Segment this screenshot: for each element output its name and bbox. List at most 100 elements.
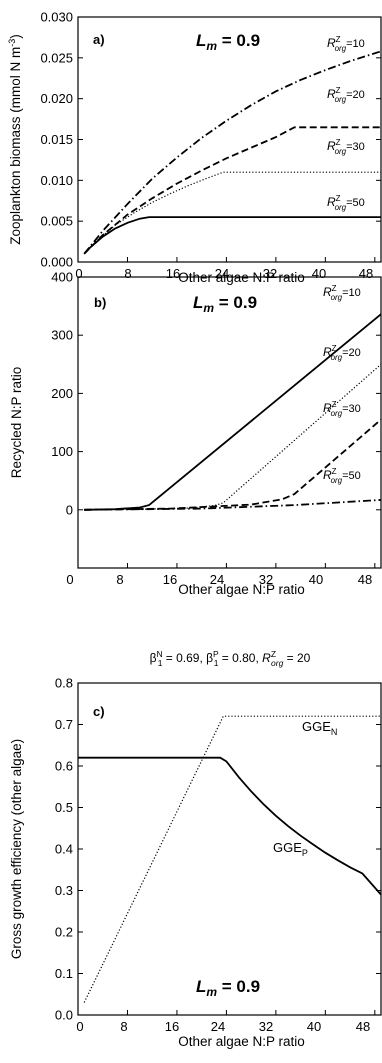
text-part: Z — [271, 649, 276, 659]
text-part: =10 — [346, 38, 365, 50]
x-tick-label: 8 — [124, 266, 131, 281]
text-part: Z — [332, 400, 337, 409]
x-tick-label: 0 — [75, 266, 82, 281]
series-label: RZ org=50 — [323, 467, 361, 485]
y-tick-label: 100 — [51, 444, 73, 459]
text-part: N — [157, 649, 163, 659]
text-part: org — [335, 203, 347, 212]
text-part: β — [206, 651, 213, 665]
y-tick-label: 0.000 — [40, 255, 73, 270]
chart-panel-2: 0 100 200 300 400 0 8 16 24 32 40 48 Other algae N:P… — [9, 270, 382, 597]
series-line-3 — [84, 418, 382, 511]
y-axis-title: Recycled N:P ratio — [9, 367, 24, 479]
text-part: P — [213, 649, 219, 659]
text-part: P — [302, 848, 308, 858]
series-label: RZ org=20 — [323, 344, 361, 362]
text-part: L — [193, 293, 203, 312]
series-label: GGEP — [273, 840, 308, 858]
text-part: =10 — [342, 287, 361, 299]
series-label: RZ org=20 — [327, 86, 365, 104]
y-tick-label: 0.3 — [55, 883, 73, 898]
text-part: =20 — [346, 89, 365, 101]
series-line-2 — [83, 171, 381, 255]
x-tick-label: 32 — [259, 1019, 273, 1034]
text-part: org — [335, 44, 347, 53]
text-part: = 0.80, — [218, 651, 262, 665]
x-tick-label: 8 — [116, 572, 123, 587]
y-tick-label: 0 — [66, 502, 73, 517]
text-part: L — [196, 31, 206, 50]
text-part: =20 — [342, 347, 361, 359]
y-tick-label: 0.030 — [40, 10, 73, 25]
text-part: Z — [332, 467, 337, 476]
lm-annotation: Lm = 0.9 — [196, 31, 260, 53]
y-tick-label: 0.6 — [55, 759, 73, 774]
text-part: R — [327, 139, 336, 153]
series-line-1 — [78, 756, 382, 896]
y-tick-label: 0.2 — [55, 925, 73, 940]
x-axis-title: Other algae N:P ratio — [178, 582, 305, 597]
x-axis-title: Other algae N:P ratio — [178, 1034, 305, 1049]
y-tick-label: 0.010 — [40, 173, 73, 188]
text-part: =30 — [342, 403, 361, 415]
y-tick-label: 0.8 — [55, 676, 73, 691]
text-part: = 0.9 — [217, 977, 260, 996]
text-part: -3 — [7, 39, 17, 47]
text-part: m — [206, 985, 217, 999]
text-part: Zooplankton biomass (mmol N m — [8, 47, 23, 245]
y-tick-label: 0.5 — [55, 800, 73, 815]
text-part: β — [150, 651, 157, 665]
text-part: R — [323, 285, 332, 299]
series-label: RZ org=10 — [327, 35, 365, 53]
y-axis-title: Zooplankton biomass (mmol N m-3) — [7, 34, 23, 245]
text-part: org — [331, 476, 343, 485]
text-part: org — [271, 658, 284, 668]
series-label: RZ org=10 — [323, 284, 361, 302]
text-part: Z — [336, 194, 341, 203]
y-tick-label: 0.4 — [55, 842, 73, 857]
text-part: R — [323, 345, 332, 359]
x-tick-label: 40 — [307, 1019, 321, 1034]
y-tick-label: 0.025 — [40, 50, 73, 65]
text-part: = 0.69, — [162, 651, 206, 665]
y-axis-title: Gross growth efficiency (other algae) — [9, 739, 24, 959]
x-tick-label: 0 — [66, 572, 73, 587]
text-part: Z — [336, 138, 341, 147]
text-part: R — [327, 36, 336, 50]
y-tick-label: 0.020 — [40, 91, 73, 106]
text-part: org — [331, 353, 343, 362]
text-part: =50 — [346, 197, 365, 209]
series-label: GGEN — [302, 719, 337, 737]
lm-annotation: Lm = 0.9 — [193, 293, 257, 315]
panel-label: c) — [93, 704, 105, 719]
text-part: 1 — [214, 658, 219, 668]
text-part: org — [331, 293, 343, 302]
text-part: org — [335, 95, 347, 104]
text-part: Gross growth efficiency (other algae) — [9, 739, 24, 959]
series-label: RZ org=50 — [327, 194, 365, 212]
text-part: 1 — [158, 658, 163, 668]
chart-panel-3: 0.0 0.1 0.2 0.3 0.4 0.5 0.6 0.7 0.8 0 8 16 24 32 40 48 O… — [9, 649, 382, 1049]
series-line-1 — [83, 216, 381, 255]
y-tick-label: 0.1 — [55, 966, 73, 981]
text-part: Z — [336, 35, 341, 44]
x-tick-label: 16 — [163, 572, 177, 587]
text-part: Z — [336, 86, 341, 95]
text-part: =30 — [346, 141, 365, 153]
y-tick-label: 0.0 — [55, 1008, 73, 1023]
series-line-4 — [84, 499, 382, 511]
text-part: Z — [332, 284, 337, 293]
x-tick-label: 32 — [259, 572, 273, 587]
x-tick-label: 24 — [211, 1019, 225, 1034]
series-label: RZ org=30 — [327, 138, 365, 156]
series-line-4 — [83, 50, 382, 255]
text-part: Z — [332, 344, 337, 353]
text-part: N — [331, 727, 338, 737]
text-part: R — [327, 87, 336, 101]
text-part: m — [206, 39, 217, 53]
text-part: = 0.9 — [217, 31, 260, 50]
text-part: Recycled N:P ratio — [9, 367, 24, 479]
text-part: = 20 — [283, 651, 310, 665]
text-part: GGE — [273, 840, 302, 855]
